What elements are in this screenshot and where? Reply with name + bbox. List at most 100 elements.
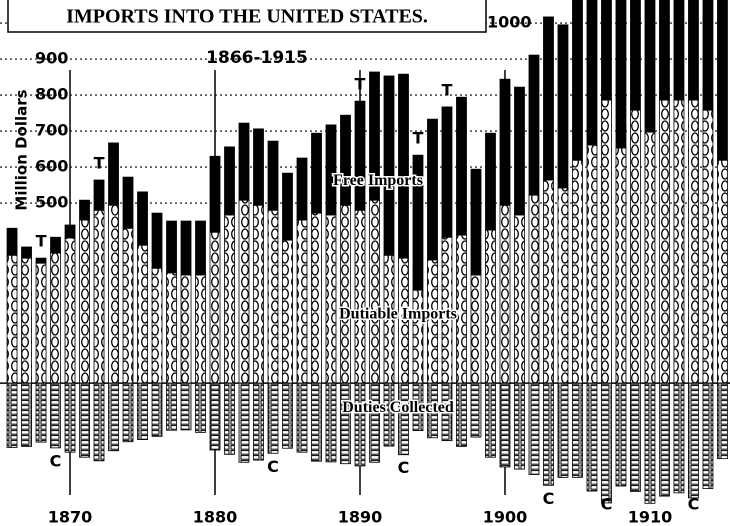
bar	[528, 54, 540, 196]
bar	[325, 214, 337, 384]
bar	[528, 194, 540, 384]
bar	[354, 382, 366, 467]
bar	[282, 382, 293, 449]
bar	[427, 118, 438, 261]
bar	[267, 382, 279, 454]
bar	[21, 246, 32, 259]
bar	[499, 204, 511, 384]
bar	[238, 199, 250, 384]
bar	[21, 257, 32, 384]
x-tick-label: 1870	[48, 508, 93, 526]
overlay: IMPORTS INTO THE UNITED STATES. 1866-191…	[7, 0, 700, 526]
bar	[572, 159, 583, 384]
bar	[137, 244, 148, 384]
series-label: Duties Collected	[342, 399, 454, 416]
bar	[6, 382, 18, 448]
bar	[688, 0, 699, 101]
bar	[137, 382, 148, 440]
bar	[253, 204, 264, 384]
annotation: T	[94, 154, 105, 173]
bar	[195, 220, 206, 276]
bar	[543, 16, 554, 181]
annotation: C	[50, 451, 62, 470]
bar	[383, 75, 395, 256]
bar	[557, 24, 569, 189]
bar	[108, 382, 119, 452]
y-axis-label: Million Dollars	[13, 89, 31, 210]
bar	[456, 96, 467, 236]
bar	[267, 140, 279, 211]
bar	[630, 382, 641, 492]
bar	[325, 382, 337, 463]
bar	[79, 219, 90, 384]
bar	[557, 382, 569, 478]
bar	[151, 267, 163, 384]
x-tick-label: 1900	[483, 508, 528, 526]
bar	[601, 99, 612, 384]
bar	[702, 109, 714, 384]
bar	[50, 252, 61, 384]
bar	[615, 147, 627, 384]
bar	[702, 382, 714, 489]
annotation: T	[355, 75, 366, 94]
bar	[340, 114, 351, 206]
bar	[572, 382, 583, 478]
bar	[224, 382, 235, 455]
bar	[238, 122, 250, 201]
bar	[21, 382, 32, 447]
chart-subtitle: 1866-1915	[206, 48, 308, 68]
bar	[543, 179, 554, 384]
y-tick-label: 800	[35, 85, 68, 104]
bar	[586, 144, 598, 384]
x-tick-label: 1910	[628, 508, 673, 526]
bar	[717, 159, 728, 384]
bar	[514, 214, 525, 384]
bar	[64, 237, 76, 384]
bar	[659, 99, 670, 384]
bar	[311, 212, 322, 384]
bar	[93, 179, 105, 211]
bar	[296, 219, 308, 384]
bar	[35, 262, 47, 384]
bar	[412, 382, 424, 431]
series-label: Free Imports	[333, 172, 423, 189]
series-label: Dutiable Imports	[339, 305, 457, 322]
bar	[528, 382, 540, 475]
bar	[586, 382, 598, 492]
y-tick-label: 1000	[487, 13, 532, 32]
bar	[514, 86, 525, 216]
bar	[79, 382, 90, 458]
annotation: C	[688, 495, 700, 514]
y-tick-label: 600	[35, 157, 68, 176]
bar	[485, 132, 496, 231]
bar	[209, 231, 221, 384]
bar	[412, 289, 424, 384]
bar	[340, 204, 351, 384]
bar	[630, 0, 641, 111]
bar	[180, 220, 192, 276]
bar	[572, 0, 583, 161]
annotation: C	[601, 495, 613, 514]
bar	[108, 204, 119, 384]
bar	[166, 382, 177, 431]
bar	[64, 382, 76, 453]
bar	[717, 382, 728, 460]
bar	[398, 382, 409, 456]
bar	[79, 199, 90, 221]
bar	[499, 382, 511, 468]
bar	[282, 239, 293, 384]
bar	[209, 382, 221, 451]
bar	[35, 257, 47, 264]
bar	[688, 382, 699, 499]
bars	[6, 0, 728, 504]
bar	[166, 220, 177, 274]
bar	[224, 146, 235, 216]
bar	[253, 128, 264, 206]
bar	[688, 99, 699, 384]
bar	[441, 106, 453, 238]
bar	[311, 132, 322, 214]
bar	[253, 382, 264, 461]
bar	[296, 157, 308, 221]
bar	[137, 191, 148, 246]
